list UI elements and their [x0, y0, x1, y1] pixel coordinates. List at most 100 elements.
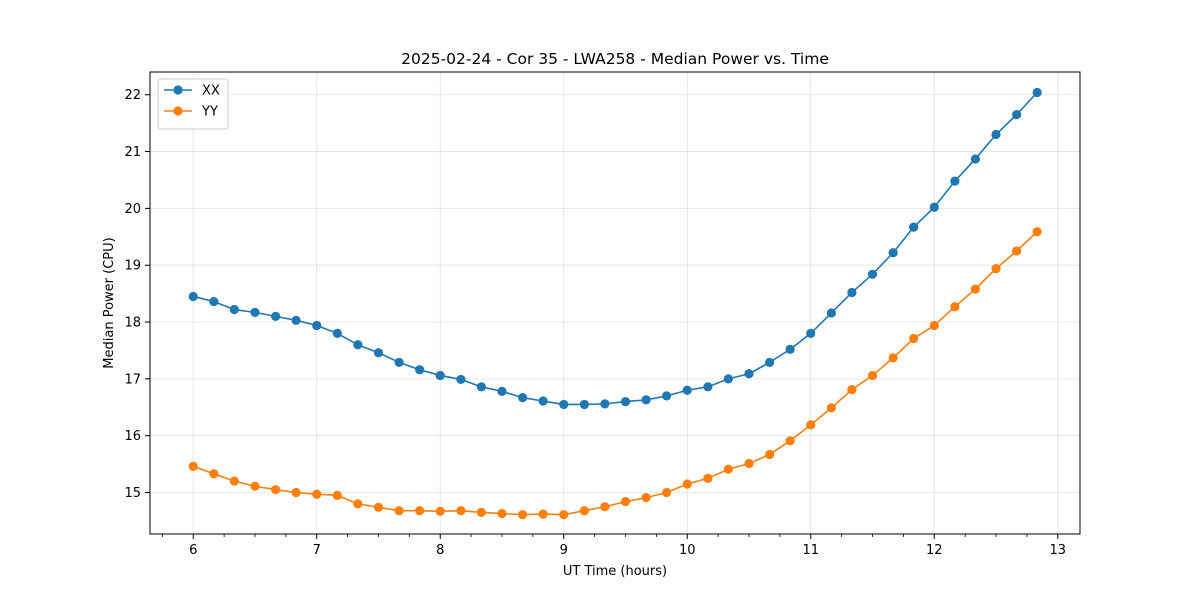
data-point: [703, 473, 713, 483]
y-tick-label: 20: [124, 202, 141, 217]
data-point: [662, 391, 672, 401]
data-point: [888, 248, 898, 258]
data-point: [744, 369, 754, 379]
plot-frame: [149, 71, 1081, 535]
data-point: [394, 357, 404, 367]
grid: [150, 72, 1080, 534]
y-tick-label: 18: [124, 316, 141, 331]
y-tick-label: 21: [124, 145, 141, 160]
data-point: [271, 485, 281, 495]
data-point: [373, 502, 384, 512]
data-point: [765, 449, 775, 460]
data-point: [620, 396, 631, 407]
data-point: [806, 420, 816, 430]
data-point: [600, 502, 610, 512]
data-point: [744, 458, 754, 469]
data-point: [991, 264, 1001, 274]
data-point: [497, 386, 507, 396]
data-point: [353, 499, 363, 509]
data-point: [291, 487, 301, 498]
data-point: [538, 509, 548, 519]
data-point: [703, 382, 713, 392]
data-point: [271, 311, 281, 321]
data-point: [991, 129, 1001, 140]
data-point: [1032, 227, 1042, 237]
y-axis-label: Median Power (CPU): [102, 237, 117, 368]
x-tick-label: 13: [1049, 543, 1066, 558]
y-tick-label: 17: [124, 372, 141, 387]
data-point: [579, 506, 589, 516]
y-tick-label: 19: [124, 259, 141, 274]
legend: XX YY: [157, 78, 229, 130]
data-point: [579, 399, 589, 410]
data-point: [1032, 87, 1042, 98]
chart-title: 2025-02-24 - Cor 35 - LWA258 - Median Po…: [401, 50, 829, 68]
x-tick-label: 9: [560, 543, 568, 558]
data-point: [970, 284, 980, 294]
data-point: [950, 176, 960, 186]
data-point: [909, 333, 919, 344]
data-point: [538, 396, 548, 406]
data-point: [476, 382, 486, 392]
data-point: [291, 315, 301, 325]
data-point: [723, 464, 733, 474]
data-point: [950, 302, 960, 312]
x-tick-label: 12: [926, 543, 943, 558]
series-layer: [188, 87, 1042, 520]
data-point: [806, 328, 816, 339]
data-point: [1012, 110, 1022, 120]
y-axis: 15 16 17 18 19 20 21 22: [124, 88, 150, 501]
data-point: [456, 506, 466, 516]
data-point: [435, 506, 445, 516]
data-point: [888, 353, 898, 363]
series-xx: [188, 87, 1042, 410]
series-line: [192, 231, 1038, 516]
y-tick-label: 22: [124, 88, 141, 103]
legend-marker: [173, 85, 183, 95]
data-point: [929, 320, 939, 331]
data-point: [394, 506, 404, 516]
series-line: [193, 91, 1038, 406]
data-point: [332, 490, 342, 500]
data-point: [929, 202, 939, 212]
y-tick-label: 15: [124, 486, 141, 501]
data-point: [312, 320, 322, 331]
data-point: [909, 222, 919, 232]
data-point: [497, 508, 507, 519]
data-point: [209, 296, 219, 307]
data-point: [662, 487, 672, 498]
data-point: [250, 307, 260, 317]
data-point: [867, 269, 878, 279]
data-point: [373, 348, 384, 358]
data-point: [559, 510, 569, 520]
data-point: [415, 365, 425, 375]
series-yy: [188, 227, 1042, 520]
data-point: [785, 344, 795, 354]
data-point: [332, 328, 342, 339]
x-tick-label: 7: [313, 543, 321, 558]
data-point: [476, 507, 486, 518]
data-point: [209, 469, 219, 479]
data-point: [229, 304, 239, 315]
x-tick-label: 6: [189, 543, 197, 558]
data-point: [826, 403, 836, 413]
data-point: [188, 291, 198, 302]
data-point: [559, 399, 569, 410]
data-point: [970, 154, 980, 164]
x-tick-label: 8: [436, 543, 444, 558]
data-point: [765, 357, 775, 367]
data-point: [1012, 246, 1022, 256]
data-point: [641, 493, 651, 503]
data-point: [641, 395, 651, 405]
data-point: [723, 374, 733, 384]
data-point: [456, 374, 466, 385]
data-point: [435, 370, 445, 381]
data-point: [518, 393, 528, 403]
x-tick-label: 11: [802, 543, 819, 558]
data-point: [600, 399, 610, 409]
y-tick-label: 16: [124, 429, 141, 444]
data-point: [620, 497, 631, 507]
data-point: [518, 510, 528, 520]
x-tick-label: 10: [679, 543, 696, 558]
